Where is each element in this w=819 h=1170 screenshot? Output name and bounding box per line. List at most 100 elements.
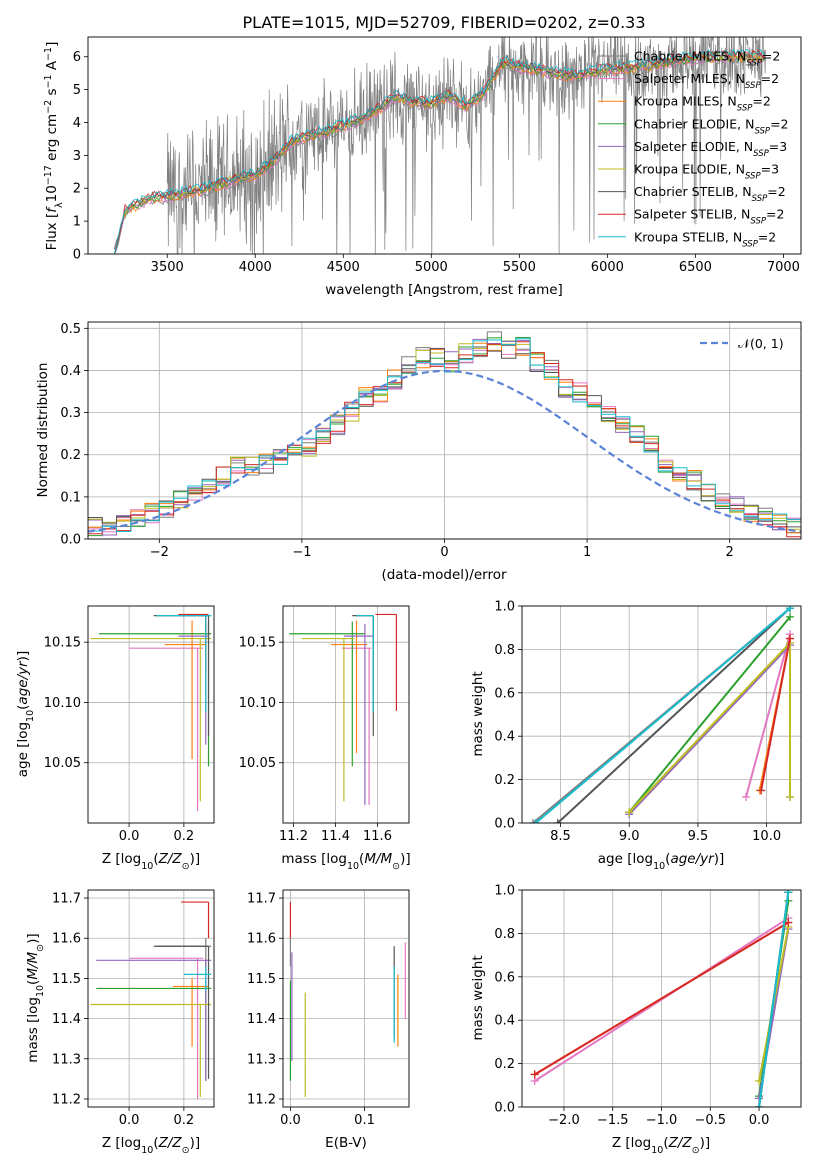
plot-area bbox=[530, 890, 793, 1107]
axes-frame bbox=[521, 605, 802, 824]
axes-age_vs_mass: 11.2 11.4 11.6 10.05 10.10 10.15 mass [log10(M… bbox=[239, 605, 411, 872]
y-tick-label: 2 bbox=[73, 182, 81, 197]
weight-line-5 bbox=[628, 640, 791, 813]
x-tick-label: −0.5 bbox=[694, 1113, 726, 1128]
y-tick-label: 0.4 bbox=[60, 364, 81, 379]
y-tick-label: 1.0 bbox=[494, 600, 515, 615]
x-tick-label: 8.5 bbox=[550, 829, 571, 844]
x-tick-label: 4500 bbox=[327, 260, 360, 275]
y-tick-label: 0.2 bbox=[494, 773, 515, 788]
y-tick-label: 10.05 bbox=[239, 756, 276, 771]
histogram-step-8 bbox=[88, 338, 801, 532]
x-tick-label: 0.0 bbox=[280, 1113, 301, 1128]
y-tick-label: 0.4 bbox=[494, 730, 515, 745]
figure-title: PLATE=1015, MJD=52709, FIBERID=0202, z=0… bbox=[242, 13, 645, 32]
legend-entry: Kroupa MILES, NSSP=2 bbox=[634, 94, 771, 114]
axes-age_vs_Z: 0.0 0.2 10.05 10.10 10.15 Z [log10(Z/Z⊙)] age … bbox=[15, 605, 215, 872]
y-tick-label: 0.8 bbox=[494, 643, 515, 658]
histogram-step-6 bbox=[88, 346, 801, 528]
y-tick-label: 1.0 bbox=[494, 884, 515, 899]
legend-entry: Salpeter ELODIE, NSSP=3 bbox=[634, 139, 787, 159]
plot-area bbox=[88, 331, 801, 538]
y-tick-label: 11.7 bbox=[247, 892, 276, 907]
y-axis-label: mass weight bbox=[470, 955, 486, 1040]
plot-area bbox=[90, 613, 212, 811]
x-tick-label: 9.0 bbox=[619, 829, 640, 844]
x-tick-label: 0.0 bbox=[749, 1113, 770, 1128]
x-tick-label: −1 bbox=[292, 545, 311, 560]
x-tick-label: −2 bbox=[150, 545, 169, 560]
y-tick-label: 10.15 bbox=[239, 636, 276, 651]
legend-entry: Chabrier STELIB, NSSP=2 bbox=[634, 184, 786, 204]
x-axis-label: Z [log10(Z/Z⊙)] bbox=[102, 1135, 200, 1156]
y-tick-label: 11.7 bbox=[52, 892, 81, 907]
axes-frame bbox=[87, 321, 802, 540]
x-tick-label: 2 bbox=[726, 545, 734, 560]
x-tick-label: −2.0 bbox=[548, 1113, 580, 1128]
x-axis-label: E(B-V) bbox=[325, 1135, 367, 1151]
x-axis-label: Z [log10(Z/Z⊙)] bbox=[612, 1135, 710, 1156]
x-tick-label: 4000 bbox=[239, 260, 272, 275]
y-tick-label: 0.0 bbox=[494, 817, 515, 832]
y-tick-label: 0.2 bbox=[494, 1057, 515, 1072]
y-tick-label: 0.4 bbox=[494, 1014, 515, 1029]
legend-entry: Chabrier MILES, NSSP=2 bbox=[634, 49, 780, 69]
weight-line-1 bbox=[745, 633, 791, 798]
y-tick-label: 4 bbox=[73, 116, 81, 131]
x-tick-label: 0.0 bbox=[119, 1113, 140, 1128]
y-tick-label: 0.6 bbox=[494, 686, 515, 701]
weight-line-4 bbox=[628, 642, 791, 815]
x-tick-label: 11.6 bbox=[363, 829, 392, 844]
axes-mass_vs_ebv: 0.0 0.1 11.2 11.3 11.4 11.5 11.6 11.7 E(B-V) bbox=[247, 889, 410, 1151]
y-tick-label: 11.3 bbox=[52, 1052, 81, 1067]
axes-frame bbox=[282, 889, 410, 1108]
y-tick-label: 11.3 bbox=[247, 1052, 276, 1067]
y-axis-label: mass weight bbox=[470, 671, 486, 756]
x-tick-label: 0.1 bbox=[354, 1113, 375, 1128]
x-tick-label: 0.0 bbox=[119, 829, 140, 844]
y-tick-label: 6 bbox=[73, 50, 81, 65]
y-tick-label: 11.2 bbox=[247, 1092, 276, 1107]
x-tick-label: 5000 bbox=[415, 260, 448, 275]
y-tick-label: 0.5 bbox=[60, 322, 81, 337]
y-tick-label: 11.4 bbox=[52, 1012, 81, 1027]
y-tick-label: 11.2 bbox=[52, 1092, 81, 1107]
y-tick-label: 3 bbox=[73, 149, 81, 164]
x-tick-label: −1.5 bbox=[597, 1113, 629, 1128]
y-tick-label: 0 bbox=[73, 248, 81, 263]
x-axis-label: age [log10(age/yr)] bbox=[598, 851, 724, 872]
x-tick-label: 1 bbox=[583, 545, 591, 560]
axes-residuals: −2 −1 0 1 2 0.0 0.1 0.2 0.3 0.4 0.5 (data-model)/er… bbox=[35, 321, 802, 583]
y-tick-label: 10.05 bbox=[44, 756, 81, 771]
x-tick-label: 0 bbox=[440, 545, 448, 560]
x-axis-label: wavelength [Angstrom, rest frame] bbox=[325, 282, 563, 298]
x-tick-label: 3500 bbox=[151, 260, 184, 275]
y-axis-label: mass [log10(M/M⊙)] bbox=[25, 933, 46, 1062]
y-tick-label: 10.10 bbox=[44, 696, 81, 711]
y-tick-label: 0.1 bbox=[60, 490, 81, 505]
y-tick-label: 10.15 bbox=[44, 636, 81, 651]
y-tick-label: 0.6 bbox=[494, 970, 515, 985]
legend-entry: Salpeter MILES, NSSP=2 bbox=[634, 71, 779, 91]
weight-line-7 bbox=[534, 921, 789, 1076]
model-line-8 bbox=[113, 48, 766, 254]
y-tick-label: 5 bbox=[73, 83, 81, 98]
y-tick-label: 10.10 bbox=[239, 696, 276, 711]
axes-frame bbox=[87, 36, 802, 255]
y-tick-label: 0.8 bbox=[494, 927, 515, 942]
x-tick-label: −1.0 bbox=[646, 1113, 678, 1128]
x-tick-label: 6000 bbox=[591, 260, 624, 275]
axes-frame bbox=[282, 605, 410, 824]
x-axis-label: mass [log10(M/M⊙)] bbox=[281, 851, 410, 872]
legend-entry: Kroupa ELODIE, NSSP=3 bbox=[634, 162, 779, 182]
x-tick-label: 9.5 bbox=[688, 829, 709, 844]
axes-mass_vs_Z: 0.0 0.2 11.2 11.3 11.4 11.5 11.6 11.7 Z [log10(Z… bbox=[25, 889, 215, 1156]
x-tick-label: 5500 bbox=[503, 260, 536, 275]
y-tick-label: 1 bbox=[73, 215, 81, 230]
y-tick-label: 11.6 bbox=[247, 932, 276, 947]
plot-area bbox=[113, 37, 766, 254]
axes-weight_vs_age: 8.5 9.0 9.5 10.0 0.0 0.2 0.4 0.6 0.8 1.0 age [log1… bbox=[470, 600, 802, 872]
y-axis-label: age [log10(age/yr)] bbox=[15, 651, 36, 777]
x-tick-label: 11.4 bbox=[321, 829, 350, 844]
